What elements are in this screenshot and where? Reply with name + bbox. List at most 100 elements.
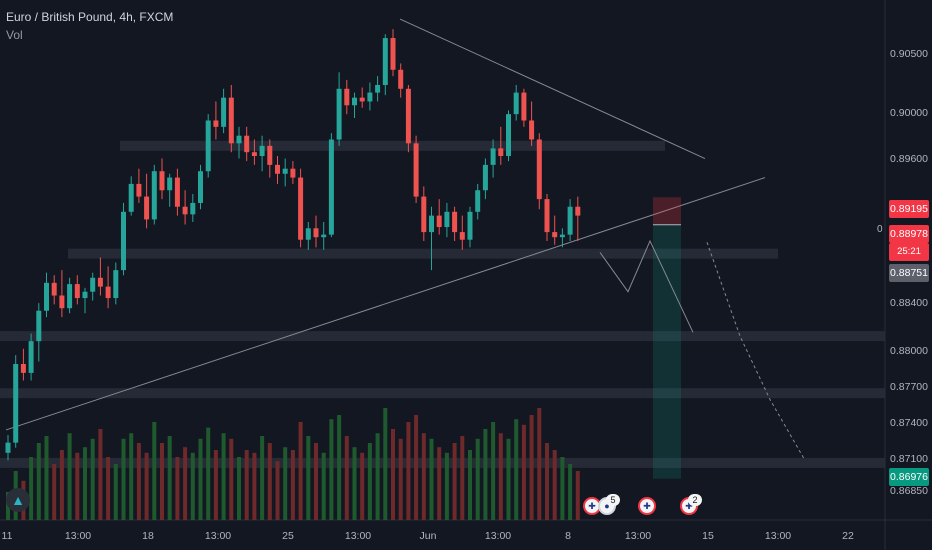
candle-body	[198, 171, 203, 203]
candle-body	[313, 228, 319, 238]
stop-loss-zone	[653, 197, 681, 225]
candle-body	[352, 97, 357, 106]
volume-bar	[537, 408, 542, 520]
entry-price-tag: 0.88978	[889, 225, 929, 243]
horizontal-zone	[120, 140, 665, 151]
tradingview-logo-icon[interactable]: ▲	[6, 488, 30, 512]
candle-body	[482, 164, 488, 191]
volume-bar	[121, 438, 126, 520]
time-axis-label: 13:00	[344, 530, 372, 542]
candle-body	[413, 143, 419, 197]
price-axis-label: 0.87100	[890, 453, 928, 465]
volume-bar	[260, 436, 265, 520]
candle-body	[105, 286, 111, 299]
candle-body	[36, 310, 42, 342]
volume-bar	[360, 452, 365, 520]
volume-bar	[136, 443, 141, 520]
volume-bar	[144, 452, 149, 520]
time-axis-label: 13:00	[204, 530, 232, 542]
price-axis-label: 0.90500	[890, 48, 928, 60]
candle-body	[544, 199, 550, 233]
candle-body	[321, 234, 327, 238]
candle-body	[90, 277, 96, 292]
volume-indicator-label[interactable]: Vol	[6, 28, 23, 42]
volume-bar	[568, 464, 573, 520]
volume-bar	[29, 457, 34, 520]
candle-body	[136, 183, 142, 197]
volume-bar	[152, 422, 157, 520]
volume-bar	[352, 447, 357, 520]
volume-bar	[206, 427, 211, 520]
projection-path	[599, 239, 694, 333]
candle-body	[20, 364, 26, 373]
candle-body	[536, 139, 542, 200]
bar-countdown-tag: 25:21	[889, 243, 929, 261]
symbol-title[interactable]: Euro / British Pound, 4h, FXCM	[6, 10, 174, 24]
uk-flag-icon[interactable]: ✚	[638, 497, 656, 515]
candle-body	[459, 232, 465, 240]
volume-bar	[306, 436, 311, 520]
price-axis-label: 0.88400	[890, 297, 928, 309]
candle-body	[59, 295, 65, 309]
volume-bar	[514, 419, 519, 520]
candle-body	[359, 97, 365, 102]
price-axis-label: 0.87400	[890, 417, 928, 429]
candle-body	[336, 88, 342, 140]
candle-body	[251, 152, 257, 156]
zero-label: 0	[877, 224, 883, 235]
take-profit-zone	[653, 224, 681, 479]
volume-bar	[44, 436, 49, 520]
volume-bar	[129, 433, 134, 520]
event-count-badge: 5	[606, 494, 620, 506]
time-axis-label: 18	[142, 530, 154, 542]
price-axis-label: 0.90000	[890, 107, 928, 119]
candle-body	[174, 177, 180, 207]
volume-bar	[575, 471, 580, 520]
candle-body	[398, 69, 404, 89]
volume-bar	[237, 457, 241, 520]
volume-bar	[498, 433, 503, 520]
event-count-badge: 2	[688, 494, 702, 506]
volume-bar	[267, 443, 272, 520]
volume-bar	[67, 433, 72, 520]
candle-body	[559, 234, 565, 238]
volume-bar	[290, 450, 295, 520]
volume-bar	[175, 457, 180, 520]
volume-bar	[337, 415, 342, 520]
volume-bar	[521, 424, 526, 520]
volume-bar	[298, 422, 303, 520]
time-axis-label: 11	[1, 530, 13, 542]
horizontal-zone	[0, 388, 885, 399]
time-axis-label: 13:00	[624, 530, 652, 542]
volume-bar	[344, 436, 349, 520]
horizontal-zone	[68, 248, 778, 259]
candle-body	[490, 148, 496, 165]
candle-body	[436, 215, 442, 228]
price-axis-label: 0.89600	[890, 153, 928, 165]
volume-bar	[506, 438, 511, 520]
candle-body	[298, 177, 304, 240]
candle-body	[221, 97, 227, 127]
candle-body	[74, 284, 80, 299]
stop-price-tag: 0.86976	[889, 468, 929, 486]
candle-body	[429, 215, 434, 233]
volume-bar	[221, 433, 226, 520]
volume-bar	[414, 415, 419, 520]
volume-bar	[444, 452, 449, 520]
volume-bar	[437, 447, 442, 520]
volume-bar	[421, 433, 426, 520]
volume-bar	[383, 408, 388, 520]
volume-bar	[460, 436, 465, 520]
volume-bar	[475, 438, 480, 520]
candle-body	[244, 135, 250, 153]
volume-bar	[275, 461, 280, 520]
candle-body	[113, 270, 119, 299]
candle-body	[513, 92, 519, 115]
candle-body	[521, 92, 527, 121]
candle-body	[67, 284, 73, 309]
candle-body	[213, 120, 219, 127]
time-axis-label: 13:00	[484, 530, 512, 542]
candle-body	[506, 114, 511, 156]
candle-body	[367, 92, 373, 102]
